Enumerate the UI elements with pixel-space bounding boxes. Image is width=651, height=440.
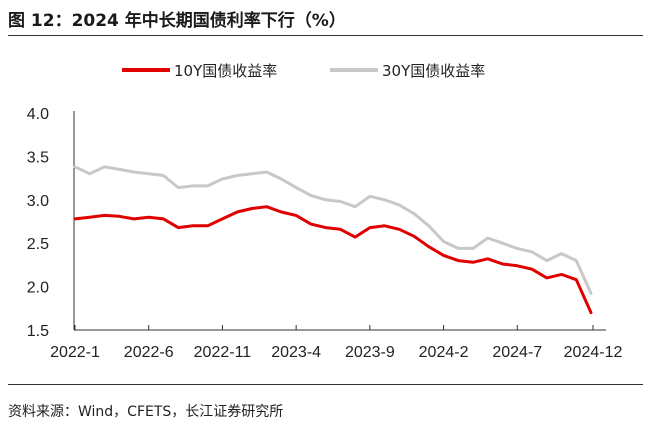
series-lines [73,165,593,315]
source-note: 资料来源：Wind，CFETS，长江证券研究所 [8,404,284,420]
x-tick-label: 2022-1 [50,344,100,361]
series-line [73,205,593,315]
figure-title: 图 12：2024 年中长期国债利率下行（%） [8,11,346,31]
y-axis: 4.0 3.5 3.0 2.5 2.0 1.5 [27,106,75,340]
x-axis: 2022-1 2022-6 2022-11 2023-4 2023-9 2024-2 202… [50,325,622,361]
y-tick-label: 2.0 [27,280,49,297]
title-divider [8,35,643,36]
x-tick-label: 2024-2 [419,344,469,361]
x-tick-label: 2023-4 [271,344,321,361]
yield-line-chart: 10Y国债收益率 30Y国债收益率 4.0 3.5 3.0 2.5 2.0 1.5 2022… [27,62,623,361]
legend-label: 30Y国债收益率 [382,62,485,80]
y-tick-label: 1.5 [27,323,49,340]
x-tick-label: 2024-12 [564,344,623,361]
series-line [73,165,593,295]
source-divider [8,384,643,385]
x-tick-label: 2024-7 [492,344,542,361]
y-tick-label: 3.5 [27,149,49,166]
x-tick-label: 2022-11 [194,344,252,361]
x-tick-label: 2023-9 [345,344,395,361]
legend-label: 10Y国债收益率 [174,62,277,80]
y-tick-label: 3.0 [27,193,49,210]
y-tick-label: 4.0 [27,106,49,123]
y-tick-label: 2.5 [27,236,49,253]
chart-legend: 10Y国债收益率 30Y国债收益率 [122,62,485,80]
x-tick-label: 2022-6 [124,344,174,361]
